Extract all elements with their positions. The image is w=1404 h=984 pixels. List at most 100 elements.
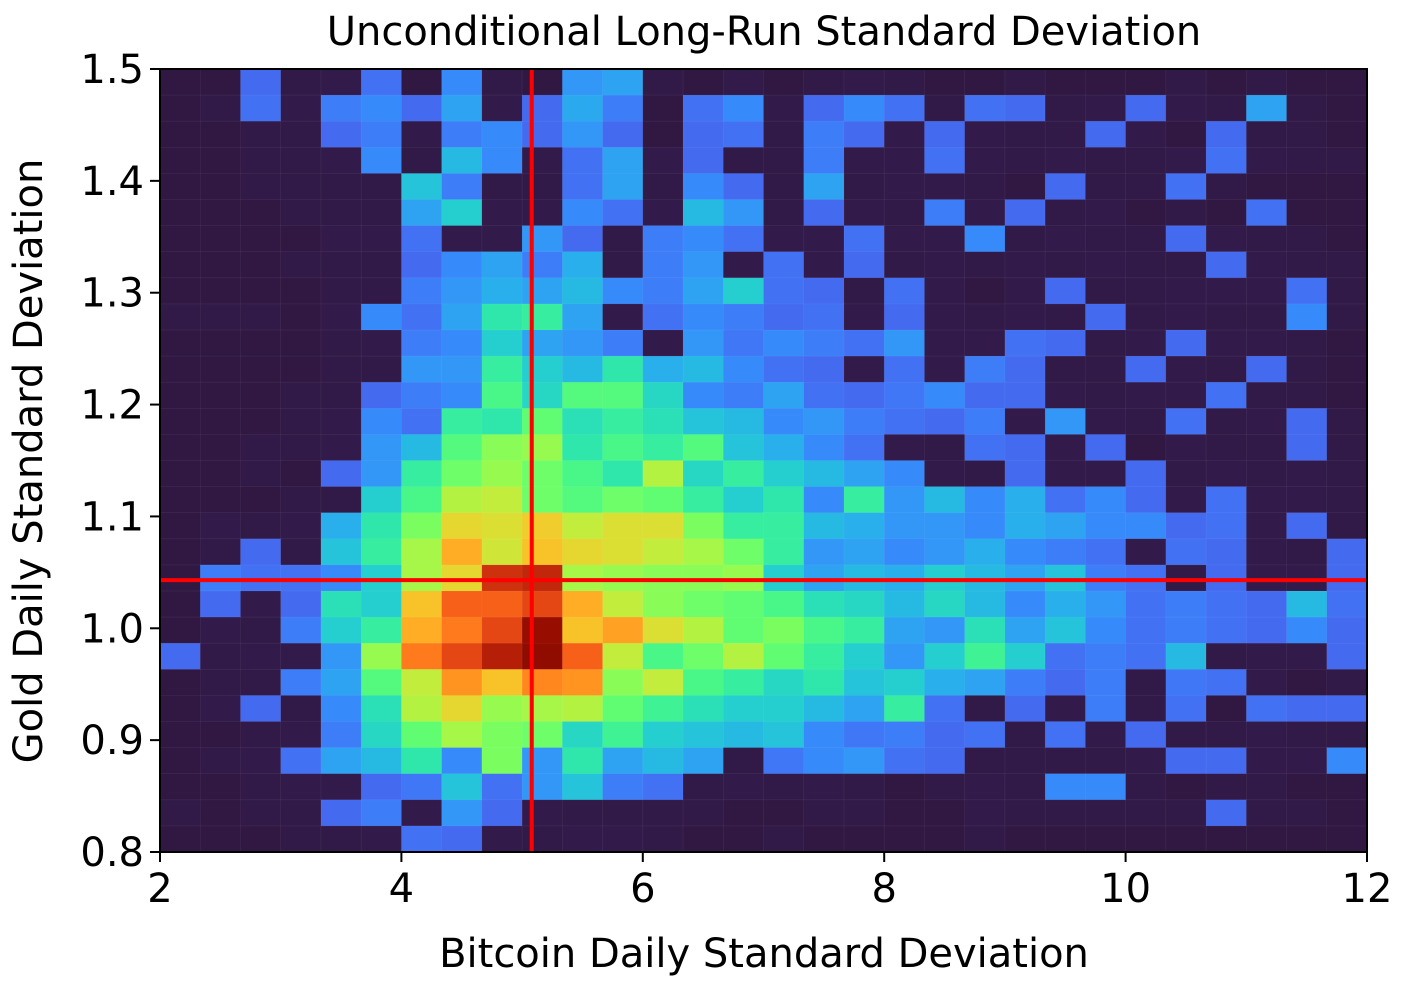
heatmap-cell	[1085, 199, 1127, 227]
heatmap-cell	[722, 538, 765, 566]
heatmap-cell	[763, 68, 805, 96]
heatmap-cell	[1286, 381, 1328, 410]
heatmap-cell	[441, 616, 483, 644]
heatmap-cell	[803, 825, 845, 853]
heatmap-cell	[401, 68, 443, 96]
heatmap-cell	[763, 407, 805, 436]
heatmap-cell	[562, 642, 604, 671]
heatmap-cell	[642, 303, 684, 331]
heatmap-cell	[1326, 721, 1368, 749]
heatmap-cell	[1044, 721, 1087, 749]
heatmap-cell	[521, 538, 564, 566]
heatmap-cell	[924, 94, 966, 122]
heatmap-cell	[1205, 773, 1247, 801]
heatmap-cell	[763, 303, 805, 331]
heatmap-cell	[682, 512, 724, 540]
heatmap-cell	[521, 120, 564, 148]
heatmap-cell	[843, 225, 885, 253]
heatmap-cell	[1085, 747, 1127, 775]
heatmap-cell	[924, 799, 966, 827]
heatmap-cell	[1004, 538, 1046, 566]
heatmap-cell	[964, 225, 1006, 253]
chart-title: Unconditional Long-Run Standard Deviatio…	[327, 9, 1202, 55]
heatmap-cell	[642, 616, 684, 644]
heatmap-cell	[159, 329, 201, 357]
heatmap-cell	[1286, 590, 1328, 618]
heatmap-cell	[1004, 225, 1046, 253]
heatmap-cell	[763, 799, 805, 827]
heatmap-cell	[964, 277, 1006, 305]
heatmap-cell	[320, 668, 362, 697]
heatmap-cell	[803, 460, 845, 488]
heatmap-cell	[1286, 486, 1328, 514]
heatmap-cell	[481, 120, 523, 148]
heatmap-cell	[240, 747, 282, 775]
heatmap-cell	[562, 407, 604, 436]
heatmap-cell	[521, 147, 564, 175]
heatmap-cell	[562, 486, 604, 514]
heatmap-cell	[763, 277, 805, 305]
heatmap-cell	[1044, 799, 1087, 827]
heatmap-cell	[642, 747, 684, 775]
heatmap-cell	[964, 747, 1006, 775]
heatmap-cell	[1004, 329, 1046, 357]
heatmap-cell	[240, 251, 282, 279]
heatmap-cell	[1004, 199, 1046, 227]
heatmap-cell	[964, 590, 1006, 618]
heatmap-cell	[1044, 616, 1087, 644]
heatmap-cell	[481, 147, 523, 175]
plot-frame	[159, 68, 1368, 853]
heatmap-cell	[562, 173, 604, 201]
heatmap-cell	[1085, 147, 1127, 175]
heatmap-cell	[642, 590, 684, 618]
reference-lines	[160, 69, 1367, 852]
heatmap-cell	[240, 616, 282, 644]
heatmap-cell	[1004, 251, 1046, 279]
heatmap-cell	[280, 173, 322, 201]
heatmap-cell	[360, 825, 403, 853]
heatmap-cell	[1326, 642, 1368, 671]
heatmap-cell	[682, 799, 724, 827]
heatmap-cell	[1246, 277, 1288, 305]
heatmap-cell	[1246, 695, 1288, 723]
heatmap-cell	[1165, 773, 1207, 801]
heatmap-cell	[1044, 486, 1087, 514]
heatmap-cell	[803, 120, 845, 148]
heatmap-cell	[924, 407, 966, 436]
heatmap-cell	[924, 355, 966, 383]
heatmap-cell	[1286, 329, 1328, 357]
heatmap-cell	[360, 486, 403, 514]
heatmap-cell	[843, 381, 885, 410]
heatmap-cell	[722, 251, 765, 279]
heatmap-cell	[722, 225, 765, 253]
heatmap-cell	[803, 721, 845, 749]
heatmap-cell	[763, 747, 805, 775]
heatmap-cell	[682, 642, 724, 671]
heatmap-cell	[602, 407, 644, 436]
heatmap-cell	[521, 590, 564, 618]
heatmap-cell	[803, 434, 845, 462]
heatmap-cell	[803, 147, 845, 175]
heatmap-cell	[1326, 564, 1368, 592]
heatmap-cell	[682, 590, 724, 618]
heatmap-cell	[883, 303, 926, 331]
heatmap-cell	[1286, 251, 1328, 279]
heatmap-cell	[803, 277, 845, 305]
heatmap-cell	[602, 225, 644, 253]
heatmap-cell	[521, 434, 564, 462]
x-tick-label: 6	[630, 866, 655, 912]
heatmap-cell	[441, 564, 483, 592]
heatmap-cell	[803, 173, 845, 201]
heatmap-cell	[1125, 329, 1167, 357]
heatmap-cell	[803, 68, 845, 96]
y-tick-label: 0.8	[80, 830, 144, 876]
heatmap-cell	[883, 747, 926, 775]
heatmap-cell	[883, 277, 926, 305]
heatmap-cell	[602, 773, 644, 801]
heatmap-cell	[401, 120, 443, 148]
heatmap-cell	[1165, 225, 1207, 253]
heatmap-cell	[159, 355, 201, 383]
heatmap-cell	[843, 747, 885, 775]
heatmap-cell	[843, 668, 885, 697]
heatmap-cell	[481, 303, 523, 331]
